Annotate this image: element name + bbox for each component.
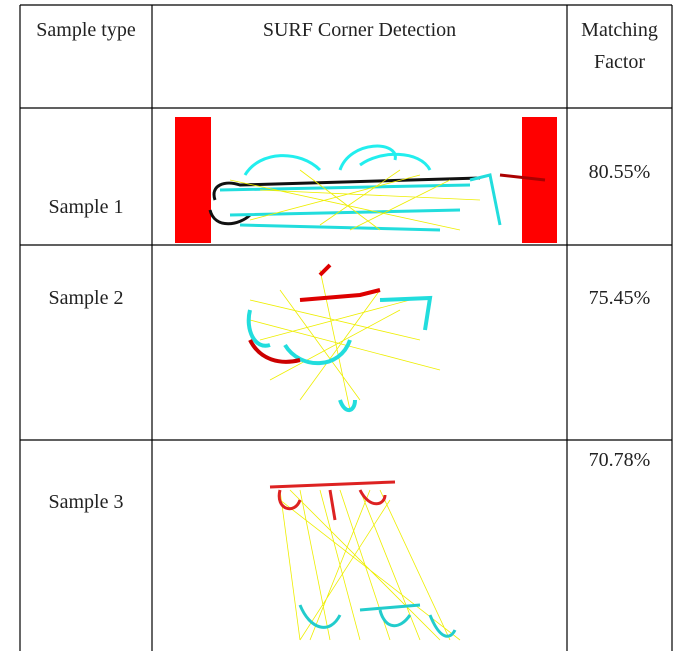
header-cell: Matching Factor (577, 14, 662, 78)
matching-factor: 70.78% (567, 444, 672, 476)
header-cell: Sample type (20, 14, 152, 46)
table-graphics (0, 0, 688, 651)
header-cell: SURF Corner Detection (152, 14, 567, 46)
matching-factor: 75.45% (567, 282, 672, 314)
sample-name: Sample 2 (20, 282, 152, 314)
sample-name: Sample 3 (20, 486, 152, 518)
page: Sample type SURF Corner Detection Matchi… (0, 0, 688, 651)
sample-3-image (270, 482, 460, 640)
sample-name: Sample 1 (20, 191, 152, 223)
matching-factor: 80.55% (567, 156, 672, 188)
sample-1-image (175, 117, 557, 243)
table-borders (20, 5, 672, 651)
sample-2-image (249, 265, 440, 410)
